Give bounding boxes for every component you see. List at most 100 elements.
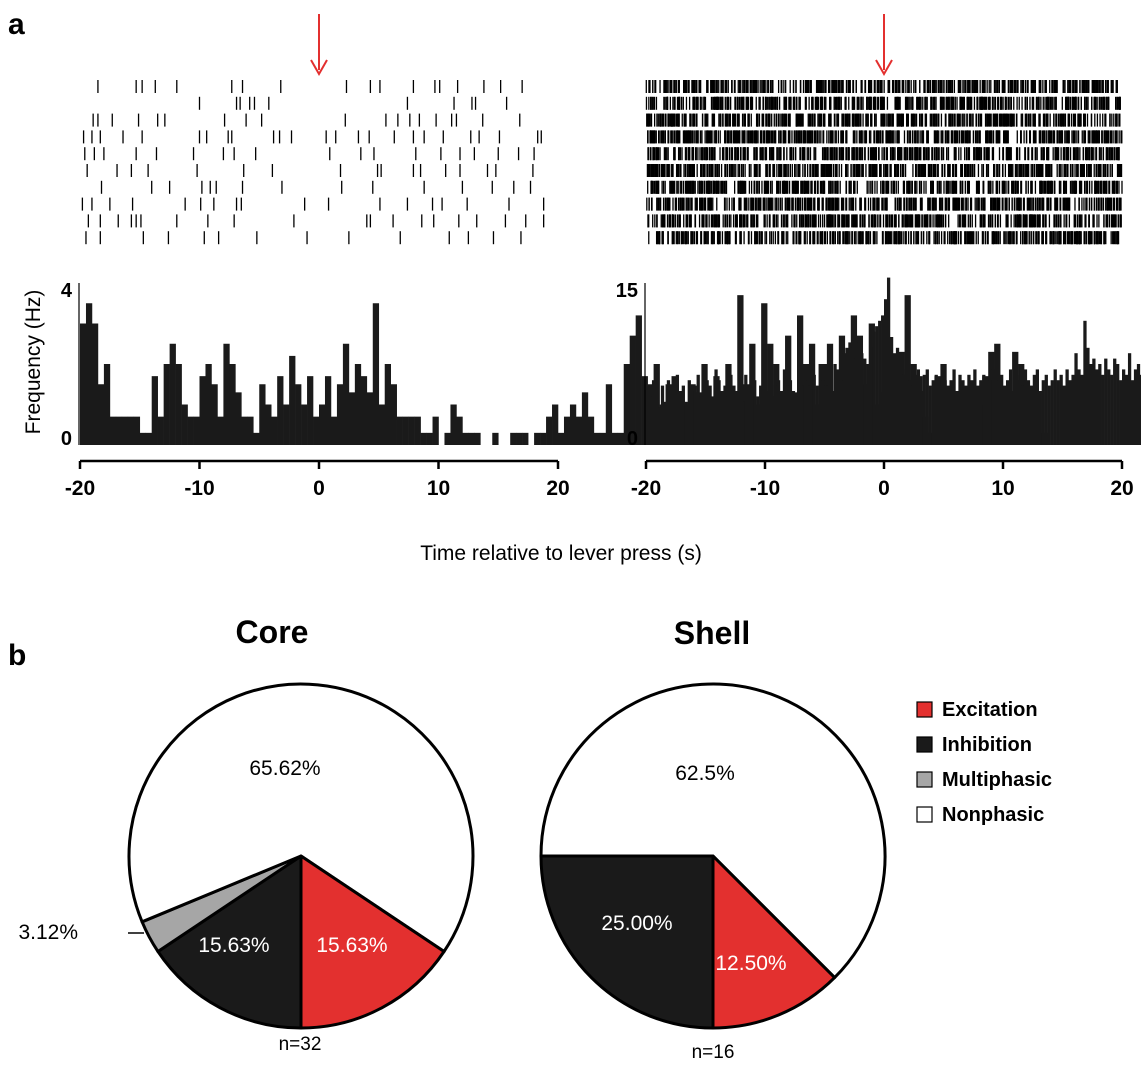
histogram-bar bbox=[812, 374, 816, 445]
histogram-bar bbox=[1008, 369, 1013, 445]
histogram-bar bbox=[378, 404, 386, 445]
histogram-bar bbox=[657, 407, 662, 445]
histogram-bar bbox=[235, 392, 242, 445]
pie-slice-excitation bbox=[711, 854, 837, 1030]
histogram-bar bbox=[738, 380, 742, 445]
histogram-bar bbox=[109, 416, 117, 445]
pie-title-shell: Shell bbox=[674, 615, 750, 651]
histogram-bar bbox=[687, 380, 691, 445]
event-arrow-head bbox=[875, 59, 893, 77]
histogram-bar bbox=[1029, 385, 1034, 445]
histogram-bar bbox=[223, 343, 230, 445]
x-axis-right: -20 -10 0 10 20 bbox=[631, 459, 1134, 500]
histogram-bar bbox=[857, 342, 861, 445]
histogram-bar bbox=[898, 364, 903, 445]
histogram-bar bbox=[360, 376, 368, 445]
histogram-bar bbox=[295, 384, 302, 445]
histogram-bar bbox=[181, 404, 188, 445]
histogram-bar bbox=[1062, 385, 1066, 445]
histogram-bar bbox=[1095, 369, 1099, 445]
histogram-bar bbox=[756, 396, 760, 445]
histogram-bar bbox=[175, 364, 182, 445]
x-tick-label: -10 bbox=[750, 477, 780, 500]
histogram-bar bbox=[259, 384, 266, 445]
histogram-bar bbox=[696, 374, 700, 445]
histogram-bar bbox=[510, 432, 517, 445]
histogram-bar bbox=[229, 364, 236, 445]
histogram-bar bbox=[654, 391, 659, 445]
histogram-bar bbox=[1044, 374, 1048, 445]
histogram-bar bbox=[1086, 347, 1090, 445]
histogram-bar bbox=[1124, 374, 1129, 445]
histogram-bar bbox=[678, 391, 682, 445]
histogram-bar bbox=[723, 385, 727, 445]
x-axis-left: -20 -10 0 10 20 bbox=[65, 459, 570, 500]
histogram-bar bbox=[384, 364, 391, 445]
histogram-bar bbox=[663, 401, 668, 445]
histogram-bar bbox=[925, 369, 929, 445]
histogram-bar bbox=[845, 347, 849, 445]
x-tick-label: -20 bbox=[65, 477, 95, 500]
legend-label-multiphasic: Multiphasic bbox=[942, 769, 1052, 791]
histogram-bar bbox=[967, 374, 971, 445]
histogram-bar bbox=[1107, 369, 1111, 445]
histogram-bar bbox=[997, 380, 1001, 445]
pie-label-multiphasic: 3.12% bbox=[18, 921, 78, 944]
histogram-bar bbox=[80, 323, 87, 445]
histogram-bar bbox=[660, 385, 665, 445]
pie-slice-inhibition bbox=[539, 854, 715, 1030]
histogram-bar bbox=[1083, 320, 1087, 445]
histogram-bar bbox=[432, 416, 439, 445]
histogram-bar bbox=[193, 416, 200, 445]
histogram-bar bbox=[860, 353, 864, 445]
histogram-bar bbox=[301, 404, 308, 445]
pie-chart-shell: 12.50% 25.00% 62.5% bbox=[539, 682, 887, 1030]
histogram-bar bbox=[922, 374, 926, 445]
pie-slice-inhibition bbox=[156, 854, 303, 1030]
histogram-bar bbox=[569, 404, 577, 445]
histogram-bar bbox=[866, 364, 870, 445]
histogram-bar bbox=[973, 369, 977, 445]
histogram-bar bbox=[901, 374, 906, 445]
histogram-bar bbox=[420, 432, 427, 445]
histogram-bar bbox=[157, 416, 164, 445]
histogram-bar bbox=[892, 353, 897, 445]
histogram-bar bbox=[307, 376, 314, 445]
n-label-core: n=32 bbox=[279, 1034, 322, 1055]
event-arrow-head bbox=[310, 59, 328, 77]
histogram-bar bbox=[979, 380, 983, 445]
histogram-bar bbox=[199, 376, 206, 445]
histogram-bar bbox=[402, 416, 409, 445]
histogram-bar bbox=[1017, 380, 1022, 445]
raster-plot-right bbox=[645, 14, 1123, 245]
histogram-bar bbox=[516, 432, 523, 445]
histogram-bar bbox=[1104, 358, 1108, 445]
histogram-bar bbox=[617, 432, 625, 445]
histogram-bar bbox=[587, 416, 595, 445]
histogram-bar bbox=[1101, 374, 1105, 445]
histogram-bar bbox=[675, 374, 680, 445]
histogram-bar bbox=[720, 391, 724, 445]
histogram-bar bbox=[732, 385, 736, 445]
histogram-bar bbox=[970, 380, 974, 445]
histogram-bar bbox=[629, 335, 636, 445]
histogram-bar bbox=[991, 369, 995, 445]
histogram-bar bbox=[836, 369, 840, 445]
histogram-bar bbox=[522, 432, 529, 445]
histogram-bar bbox=[277, 376, 284, 445]
histogram-bar bbox=[770, 396, 775, 445]
histogram-bar bbox=[1127, 353, 1132, 445]
histogram-bar bbox=[540, 432, 547, 445]
histogram-bar bbox=[818, 364, 822, 445]
histogram-bar bbox=[895, 347, 900, 445]
histogram-bar bbox=[824, 385, 828, 445]
histogram-bar bbox=[767, 380, 772, 445]
x-tick-label: 20 bbox=[546, 477, 569, 500]
histogram-bar bbox=[599, 432, 607, 445]
panel-label-a: a bbox=[8, 8, 25, 41]
histogram-bar bbox=[1110, 374, 1114, 445]
x-axis-label: Time relative to lever press (s) bbox=[420, 542, 702, 565]
histogram-bar bbox=[910, 385, 915, 445]
histogram-bar bbox=[839, 380, 843, 445]
